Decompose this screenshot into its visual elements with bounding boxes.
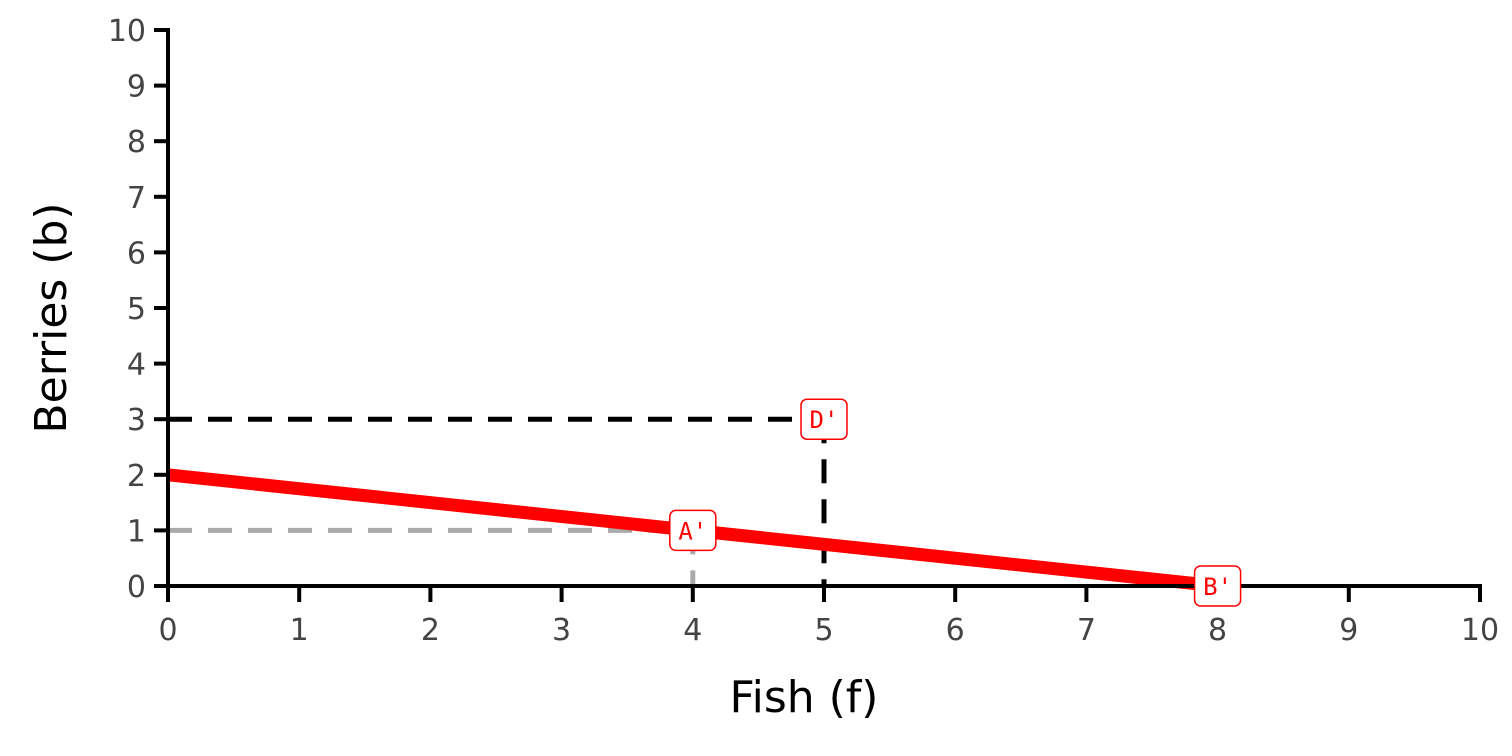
y-axis-title: Berries (b) — [26, 202, 77, 433]
y-ticks: 0 1 2 3 4 5 6 7 8 9 10 — [108, 14, 168, 605]
x-tick-label: 2 — [421, 613, 440, 648]
x-tick-label: 6 — [946, 613, 965, 648]
x-ticks: 0 1 2 3 4 5 6 7 8 9 10 — [158, 586, 1499, 648]
x-tick-label: 5 — [814, 613, 833, 648]
y-tick-label: 0 — [127, 570, 146, 605]
y-tick-label: 3 — [127, 403, 146, 438]
y-tick-label: 8 — [127, 125, 146, 160]
point-label-text: B' — [1203, 573, 1232, 601]
point-labels: A' D' B' — [669, 398, 1242, 607]
y-tick-label: 4 — [127, 348, 146, 383]
guide-lines — [168, 416, 827, 586]
point-label: A' — [669, 509, 717, 552]
x-tick-label: 10 — [1461, 613, 1499, 648]
x-tick-label: 0 — [158, 613, 177, 648]
point-label-text: A' — [678, 517, 707, 545]
point-label-box — [1193, 565, 1242, 607]
x-tick-label: 8 — [1208, 613, 1227, 648]
x-tick-label: 7 — [1077, 613, 1096, 648]
x-tick-label: 3 — [552, 613, 571, 648]
x-tick-label: 4 — [683, 613, 702, 648]
y-tick-label: 7 — [127, 181, 146, 216]
x-axis-title: Fish (f) — [730, 672, 879, 723]
y-tick-label: 6 — [127, 236, 146, 271]
y-tick-label: 1 — [127, 514, 146, 549]
point-label: B' — [1193, 565, 1242, 607]
y-tick-label: 5 — [127, 292, 146, 327]
point-label-box — [669, 509, 717, 552]
point-label: D' — [800, 398, 848, 440]
x-tick-label: 9 — [1339, 613, 1358, 648]
y-tick-label: 2 — [127, 459, 146, 494]
point-label-box — [800, 398, 848, 440]
x-tick-label: 1 — [290, 613, 309, 648]
y-tick-label: 9 — [127, 70, 146, 105]
y-tick-label: 10 — [108, 14, 146, 49]
point-label-text: D' — [810, 406, 839, 434]
